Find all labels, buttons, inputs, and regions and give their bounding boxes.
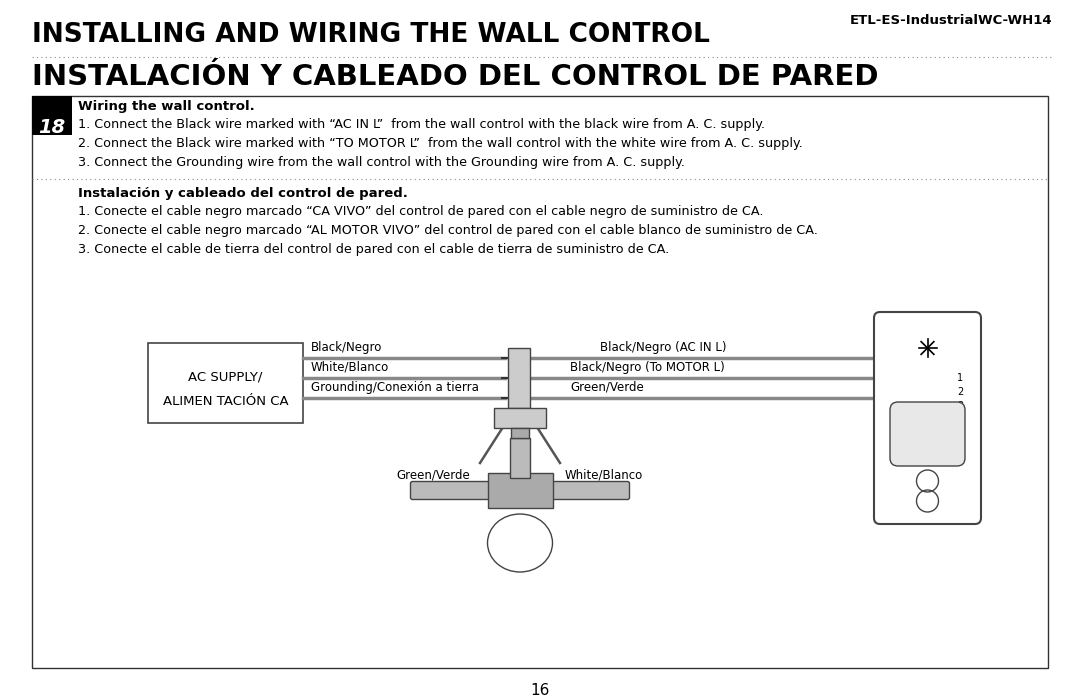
Text: Instalación y cableado del control de pared.: Instalación y cableado del control de pa…	[78, 187, 408, 200]
Ellipse shape	[487, 514, 553, 572]
Bar	[148, 343, 303, 423]
Text: 3: 3	[957, 401, 963, 411]
Text: 1. Connect the Black wire marked with “AC IN L”  from the wall control with the : 1. Connect the Black wire marked with “A…	[78, 118, 765, 131]
Text: White/Blanco: White/Blanco	[565, 468, 644, 481]
FancyBboxPatch shape	[890, 402, 966, 466]
Bar	[32, 96, 1048, 668]
Bar	[510, 438, 530, 478]
Text: Black/Negro (To MOTOR L): Black/Negro (To MOTOR L)	[570, 361, 725, 374]
Text: 3. Conecte el cable de tierra del control de pared con el cable de tierra de sum: 3. Conecte el cable de tierra del contro…	[78, 243, 670, 256]
Text: AC SUPPLY/: AC SUPPLY/	[188, 371, 262, 384]
Text: ALIMEN TACIÓN CA: ALIMEN TACIÓN CA	[163, 395, 288, 408]
Text: 3. Connect the Grounding wire from the wall control with the Grounding wire from: 3. Connect the Grounding wire from the w…	[78, 156, 685, 169]
Text: White/Blanco: White/Blanco	[311, 361, 389, 374]
Text: 4: 4	[957, 415, 963, 425]
Text: 1. Conecte el cable negro marcado “CA VIVO” del control de pared con el cable ne: 1. Conecte el cable negro marcado “CA VI…	[78, 205, 764, 218]
Text: 16: 16	[530, 683, 550, 698]
Text: 18: 18	[39, 118, 66, 137]
Bar	[487, 473, 553, 508]
FancyBboxPatch shape	[410, 482, 489, 500]
FancyBboxPatch shape	[874, 312, 981, 524]
Text: Grounding/Conexión a tierra: Grounding/Conexión a tierra	[311, 381, 478, 394]
Text: 2: 2	[957, 387, 963, 397]
Text: Wiring the wall control.: Wiring the wall control.	[78, 100, 255, 113]
Text: INSTALLING AND WIRING THE WALL CONTROL: INSTALLING AND WIRING THE WALL CONTROL	[32, 22, 710, 48]
Text: ETL-ES-IndustrialWC-WH14: ETL-ES-IndustrialWC-WH14	[849, 14, 1052, 27]
Text: 0: 0	[957, 429, 963, 439]
Text: Black/Negro (AC IN L): Black/Negro (AC IN L)	[600, 341, 727, 354]
Text: Green/Verde: Green/Verde	[396, 468, 470, 481]
Bar	[32, 96, 72, 135]
Bar	[511, 428, 529, 438]
Text: INSTALACIÓN Y CABLEADO DEL CONTROL DE PARED: INSTALACIÓN Y CABLEADO DEL CONTROL DE PA…	[32, 63, 878, 91]
Text: Black/Negro: Black/Negro	[311, 341, 382, 354]
Text: 1: 1	[957, 373, 963, 383]
Bar	[508, 348, 530, 408]
Bar	[494, 408, 546, 428]
Text: 2. Conecte el cable negro marcado “AL MOTOR VIVO” del control de pared con el ca: 2. Conecte el cable negro marcado “AL MO…	[78, 224, 818, 237]
Text: 2. Connect the Black wire marked with “TO MOTOR L”  from the wall control with t: 2. Connect the Black wire marked with “T…	[78, 137, 802, 150]
FancyBboxPatch shape	[551, 482, 630, 500]
Text: Green/Verde: Green/Verde	[570, 381, 644, 394]
